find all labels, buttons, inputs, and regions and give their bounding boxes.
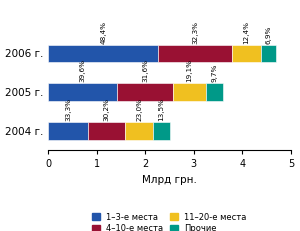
Bar [88, 122, 125, 140]
Bar [48, 83, 117, 101]
Bar [172, 83, 206, 101]
Legend: 1–3-е места, 4–10-е места, 11–20-е места, Прочие: 1–3-е места, 4–10-е места, 11–20-е места… [91, 211, 248, 231]
Text: 12,4%: 12,4% [243, 21, 249, 43]
Text: 19,1%: 19,1% [186, 59, 192, 82]
Text: 30,2%: 30,2% [104, 98, 110, 121]
Text: 9,7%: 9,7% [212, 64, 218, 82]
Bar [232, 45, 260, 62]
Text: 31,6%: 31,6% [142, 59, 148, 82]
X-axis label: Млрд грн.: Млрд грн. [142, 175, 197, 185]
Text: 33,3%: 33,3% [65, 98, 71, 121]
Text: 48,4%: 48,4% [100, 21, 106, 43]
Bar [206, 83, 223, 101]
Bar [48, 122, 88, 140]
Bar [125, 122, 153, 140]
Bar [48, 45, 158, 62]
Bar [153, 122, 169, 140]
Text: 23,0%: 23,0% [136, 98, 142, 121]
Text: 13,5%: 13,5% [158, 98, 164, 121]
Text: 39,6%: 39,6% [80, 59, 86, 82]
Text: 6,9%: 6,9% [266, 25, 272, 43]
Text: 32,3%: 32,3% [192, 21, 198, 43]
Bar [117, 83, 172, 101]
Bar [260, 45, 276, 62]
Bar [158, 45, 232, 62]
